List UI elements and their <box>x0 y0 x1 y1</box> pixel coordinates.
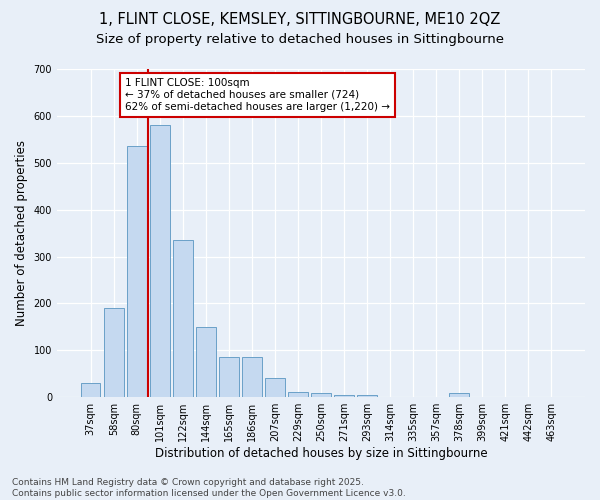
Text: 1 FLINT CLOSE: 100sqm
← 37% of detached houses are smaller (724)
62% of semi-det: 1 FLINT CLOSE: 100sqm ← 37% of detached … <box>125 78 390 112</box>
Bar <box>173 240 193 397</box>
Text: Contains HM Land Registry data © Crown copyright and database right 2025.
Contai: Contains HM Land Registry data © Crown c… <box>12 478 406 498</box>
Bar <box>265 378 284 397</box>
Y-axis label: Number of detached properties: Number of detached properties <box>15 140 28 326</box>
Bar <box>449 392 469 397</box>
X-axis label: Distribution of detached houses by size in Sittingbourne: Distribution of detached houses by size … <box>155 447 487 460</box>
Bar <box>81 383 100 397</box>
Bar <box>104 308 124 397</box>
Text: 1, FLINT CLOSE, KEMSLEY, SITTINGBOURNE, ME10 2QZ: 1, FLINT CLOSE, KEMSLEY, SITTINGBOURNE, … <box>100 12 500 28</box>
Bar <box>219 358 239 397</box>
Bar <box>127 146 146 397</box>
Bar <box>357 395 377 397</box>
Bar <box>288 392 308 397</box>
Bar <box>311 392 331 397</box>
Bar <box>196 327 215 397</box>
Text: Size of property relative to detached houses in Sittingbourne: Size of property relative to detached ho… <box>96 32 504 46</box>
Bar <box>334 395 354 397</box>
Bar <box>150 126 170 397</box>
Bar <box>242 358 262 397</box>
